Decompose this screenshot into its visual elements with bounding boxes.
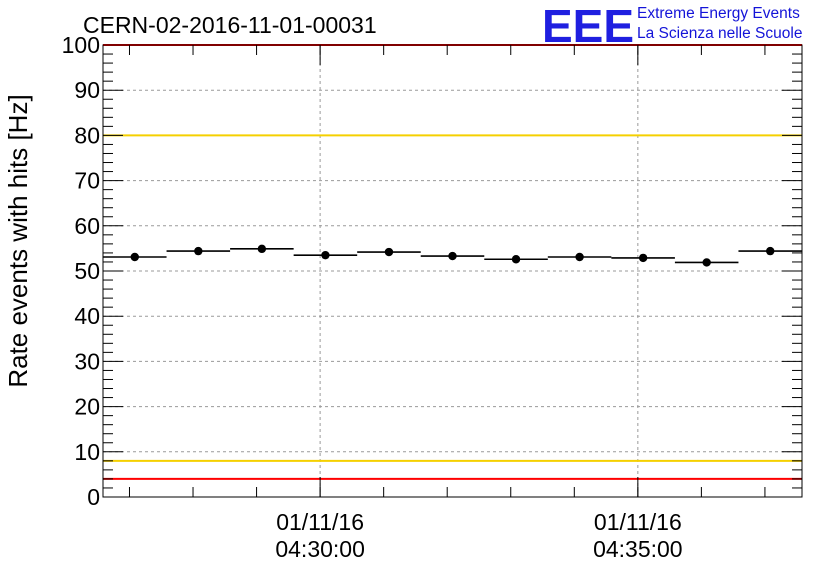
x-tick-date-label: 01/11/16 bbox=[594, 509, 682, 535]
data-point bbox=[766, 246, 775, 256]
logo-mark: EEE bbox=[542, 0, 634, 52]
data-series bbox=[103, 244, 802, 267]
eee-logo: EEE Extreme Energy Events La Scienza nel… bbox=[542, 0, 802, 52]
x-tick-time-label: 04:30:00 bbox=[275, 536, 365, 562]
data-point bbox=[575, 252, 584, 262]
y-tick-label: 40 bbox=[74, 303, 100, 329]
y-tick-label: 80 bbox=[74, 122, 100, 148]
y-tick-label: 30 bbox=[74, 348, 100, 374]
y-tick-label: 60 bbox=[74, 213, 100, 239]
data-point bbox=[448, 251, 457, 261]
y-tick-label: 50 bbox=[74, 258, 100, 284]
data-point bbox=[321, 250, 330, 260]
plot-frame bbox=[102, 44, 803, 498]
data-point bbox=[194, 246, 203, 256]
logo-line-1: Extreme Energy Events bbox=[637, 5, 800, 22]
y-tick-label: 70 bbox=[74, 168, 100, 194]
data-point bbox=[511, 255, 521, 264]
tick-labels: 010203040506070809010001/11/1604:30:0001… bbox=[62, 32, 683, 562]
y-tick-label: 20 bbox=[74, 394, 100, 420]
y-tick-label: 0 bbox=[87, 484, 100, 510]
data-point bbox=[638, 253, 648, 263]
x-tick-date-label: 01/11/16 bbox=[276, 509, 364, 535]
y-axis-label: Rate events with hits [Hz] bbox=[3, 94, 33, 387]
logo-line-2: La Scienza nelle Scuole bbox=[637, 25, 802, 42]
data-point bbox=[384, 247, 394, 257]
data-point bbox=[257, 244, 267, 254]
data-point bbox=[130, 252, 139, 262]
chart-title: CERN-02-2016-11-01-00031 bbox=[83, 12, 377, 38]
y-tick-label: 100 bbox=[62, 32, 100, 58]
y-tick-label: 10 bbox=[74, 439, 100, 465]
x-tick-time-label: 04:35:00 bbox=[593, 536, 683, 562]
y-tick-label: 90 bbox=[74, 77, 100, 103]
axis-ticks bbox=[103, 44, 802, 498]
data-point bbox=[702, 258, 711, 267]
